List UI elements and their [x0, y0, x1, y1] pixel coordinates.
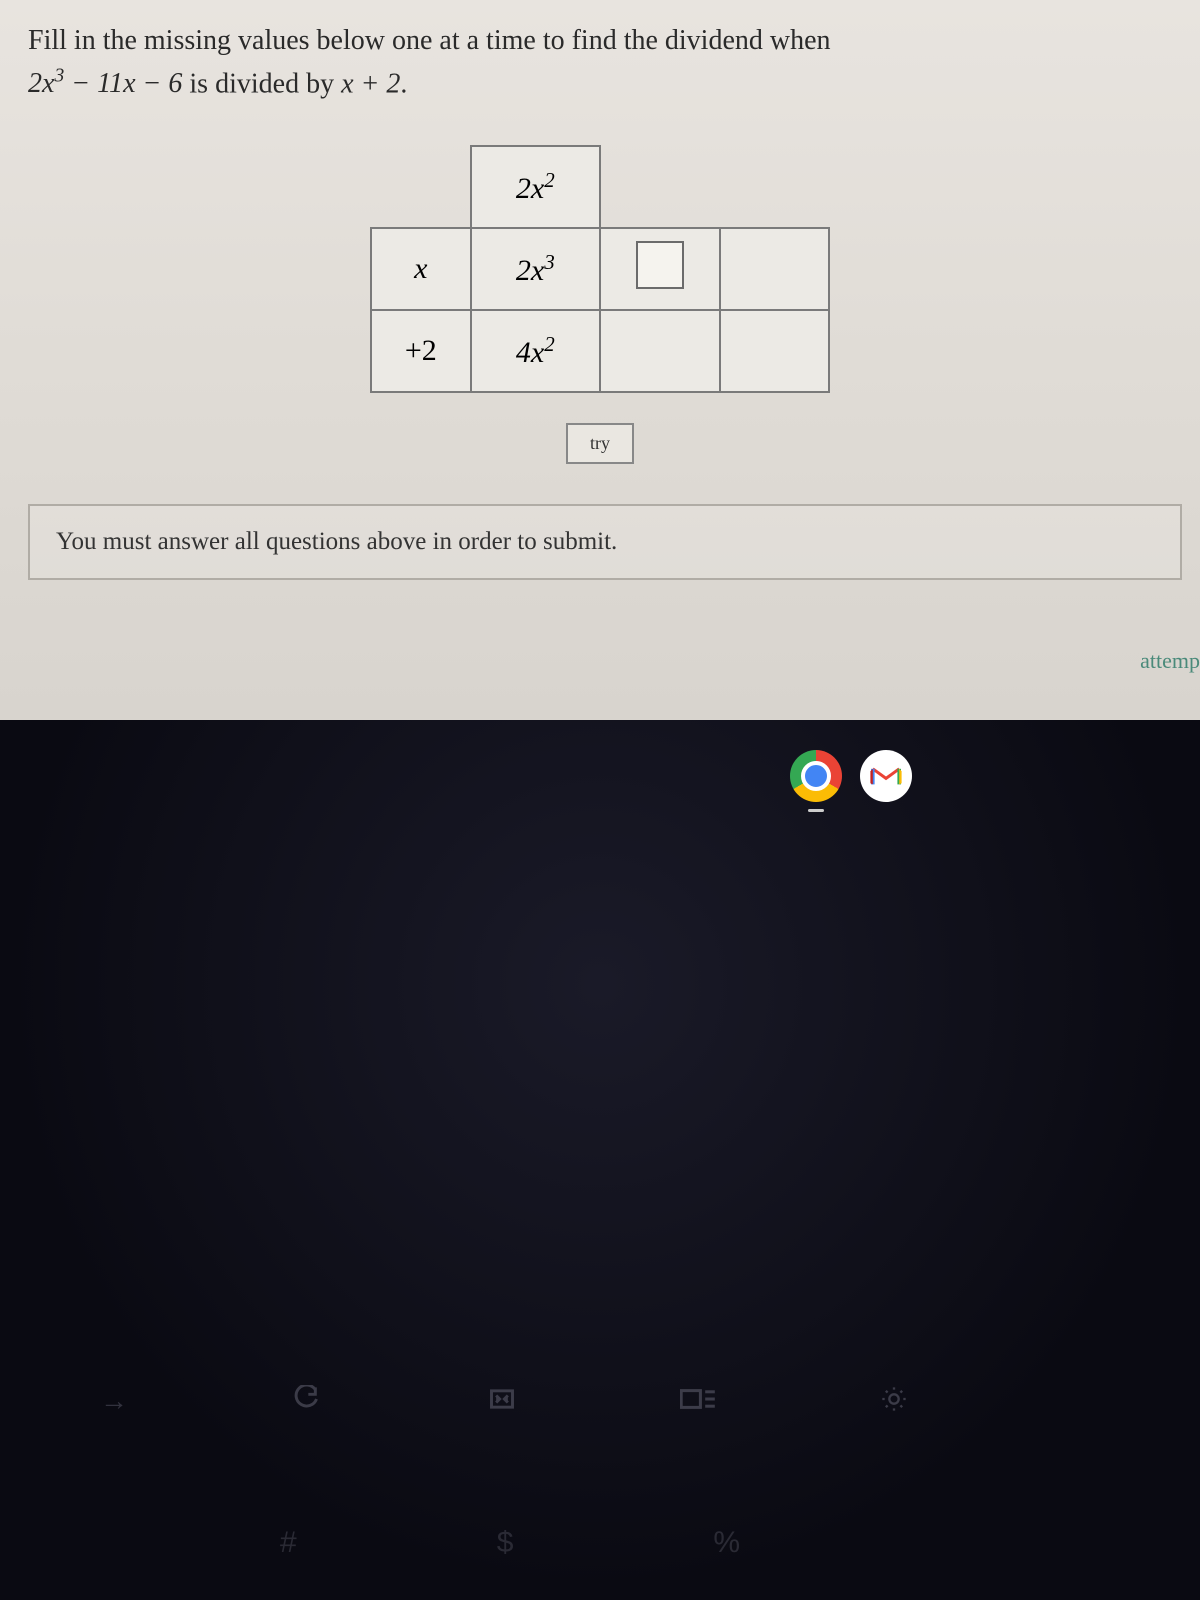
divided-by-text: is divided by — [189, 68, 341, 99]
percent-key[interactable]: % — [713, 1526, 740, 1560]
refresh-key[interactable] — [288, 1385, 324, 1420]
brightness-icon — [876, 1385, 912, 1413]
hash-key[interactable]: # — [280, 1526, 297, 1560]
desktop-dark-area: → — [0, 720, 1200, 1600]
input-cell — [600, 228, 720, 310]
divisor: x + 2 — [341, 68, 400, 99]
polynomial: 2x3 − 11x − 6 — [28, 68, 182, 99]
try-button[interactable]: try — [566, 423, 634, 464]
divisor-term-x: x — [371, 228, 471, 310]
product-cell: 4x2 — [471, 310, 600, 392]
empty-product-cell — [720, 228, 829, 310]
quotient-term-1: 2x2 — [471, 146, 600, 228]
table-row: x 2x3 — [371, 228, 829, 310]
fullscreen-icon — [484, 1385, 520, 1413]
empty-cell — [371, 146, 471, 228]
exercise-panel: Fill in the missing values below one at … — [0, 0, 1200, 720]
overview-icon — [680, 1385, 716, 1413]
empty-product-cell — [600, 310, 720, 392]
question-text: Fill in the missing values below one at … — [28, 20, 1172, 105]
answer-input[interactable] — [636, 241, 684, 289]
refresh-icon — [288, 1385, 324, 1413]
empty-cell — [720, 146, 829, 228]
question-line1: Fill in the missing values below one at … — [28, 25, 831, 56]
fullscreen-key[interactable] — [484, 1385, 520, 1420]
chrome-icon[interactable] — [790, 750, 842, 802]
gmail-icon[interactable] — [860, 750, 912, 802]
arrow-right-key[interactable]: → — [100, 1385, 128, 1420]
submit-notice: You must answer all questions above in o… — [28, 504, 1182, 580]
question-suffix: . — [400, 68, 407, 99]
keyboard-fn-row: → — [100, 1385, 912, 1420]
try-button-row: try — [28, 423, 1172, 464]
empty-cell — [600, 146, 720, 228]
divisor-term-2: +2 — [371, 310, 471, 392]
attempt-label: attemp — [1140, 648, 1200, 674]
area-model-table: 2x2 x 2x3 +2 4x2 — [370, 145, 830, 393]
brightness-key[interactable] — [876, 1385, 912, 1420]
product-cell: 2x3 — [471, 228, 600, 310]
table-row: +2 4x2 — [371, 310, 829, 392]
dock — [790, 750, 912, 802]
overview-key[interactable] — [680, 1385, 716, 1420]
keyboard-number-row: # $ % — [280, 1526, 740, 1560]
dollar-key[interactable]: $ — [497, 1526, 514, 1560]
empty-product-cell — [720, 310, 829, 392]
chrome-running-indicator — [808, 809, 824, 812]
table-header-row: 2x2 — [371, 146, 829, 228]
